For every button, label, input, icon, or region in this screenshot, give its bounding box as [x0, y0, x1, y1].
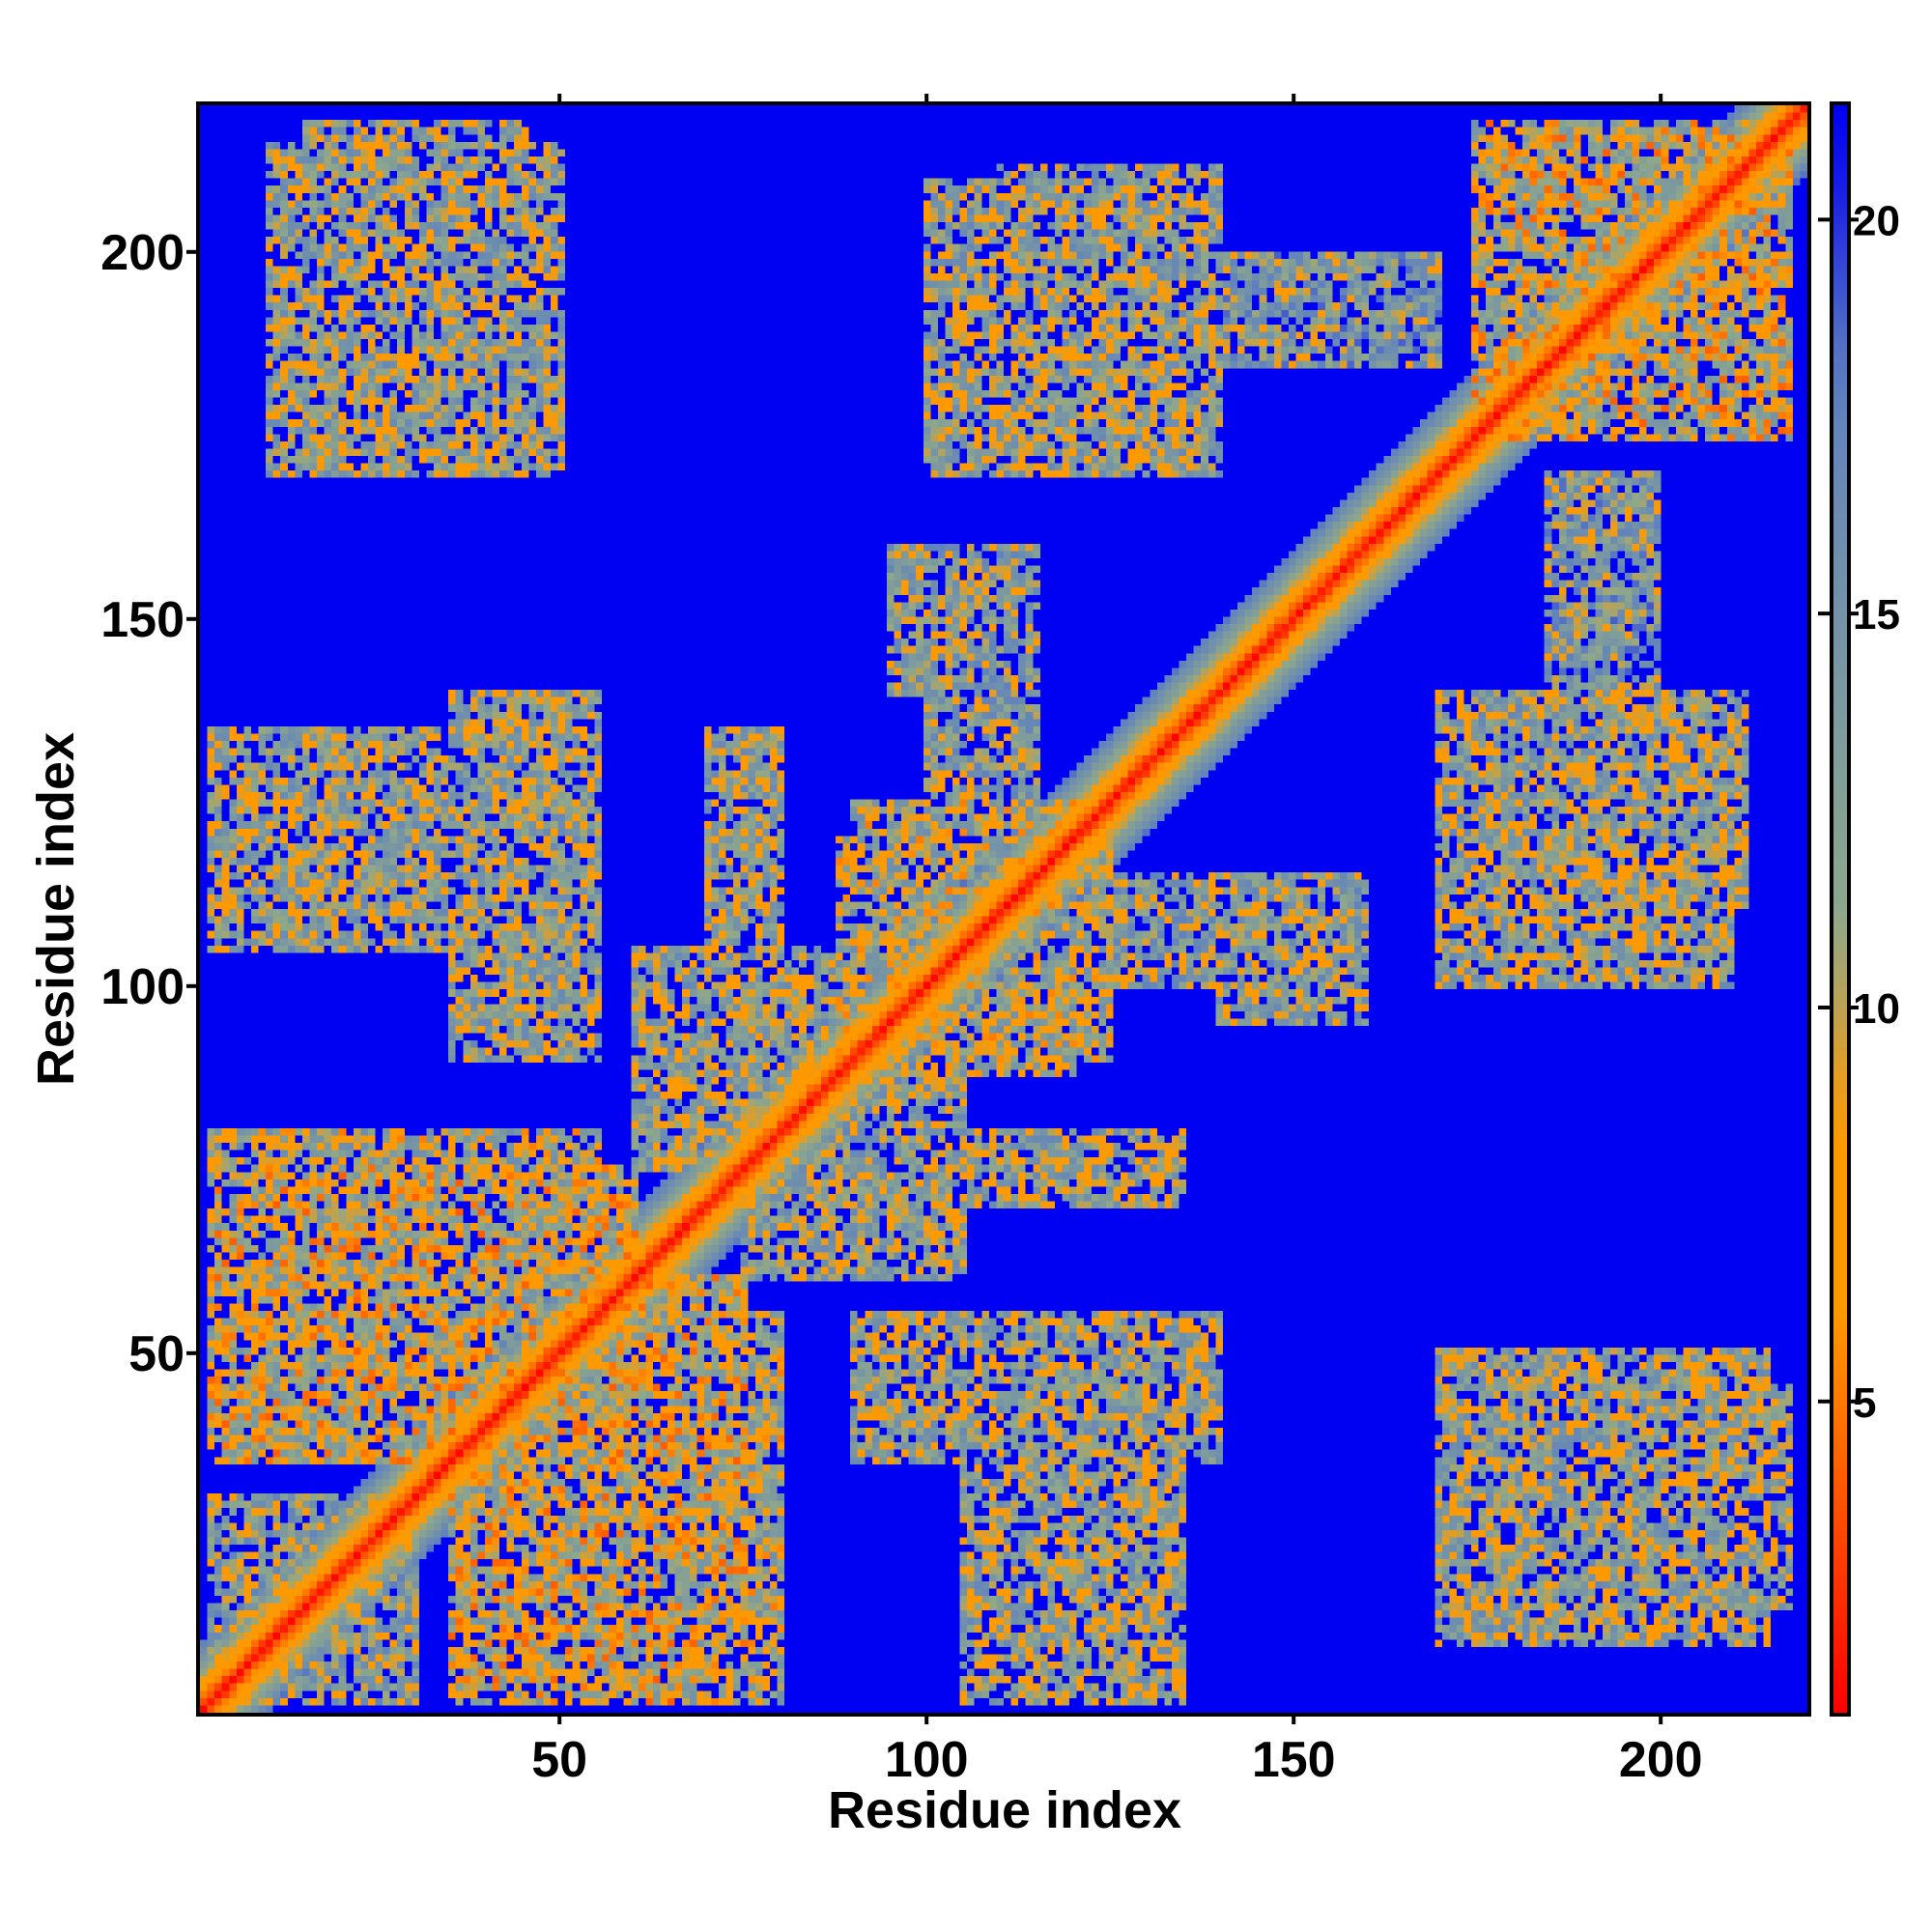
y-axis-title: Residue index [27, 731, 85, 1087]
x-axis-ticks: 50 100 150 200 [531, 94, 1703, 1788]
colorbar-tick-label: 20 [1853, 197, 1900, 244]
heatmap-plot-area [196, 101, 1811, 1717]
colorbar-tick-label: 5 [1853, 1379, 1876, 1427]
distance-heatmap [200, 105, 1807, 1713]
y-tick-label: 200 [100, 225, 185, 281]
x-axis-title: Residue index [827, 1781, 1182, 1839]
x-tick-label: 50 [531, 1732, 587, 1788]
colorbar-ticks: 5 10 15 20 [1818, 197, 1900, 1427]
x-tick-label: 100 [885, 1732, 969, 1788]
y-axis-ticks: 50 100 150 200 [100, 225, 196, 1382]
colorbar-tick-label: 10 [1853, 985, 1900, 1033]
colorbar-tick-label: 15 [1853, 591, 1900, 639]
y-tick-label: 150 [100, 592, 185, 648]
y-tick-label: 50 [128, 1326, 185, 1382]
y-tick-label: 100 [100, 959, 185, 1015]
colorbar [1830, 101, 1851, 1717]
x-tick-label: 200 [1619, 1732, 1703, 1788]
x-tick-label: 150 [1252, 1732, 1336, 1788]
